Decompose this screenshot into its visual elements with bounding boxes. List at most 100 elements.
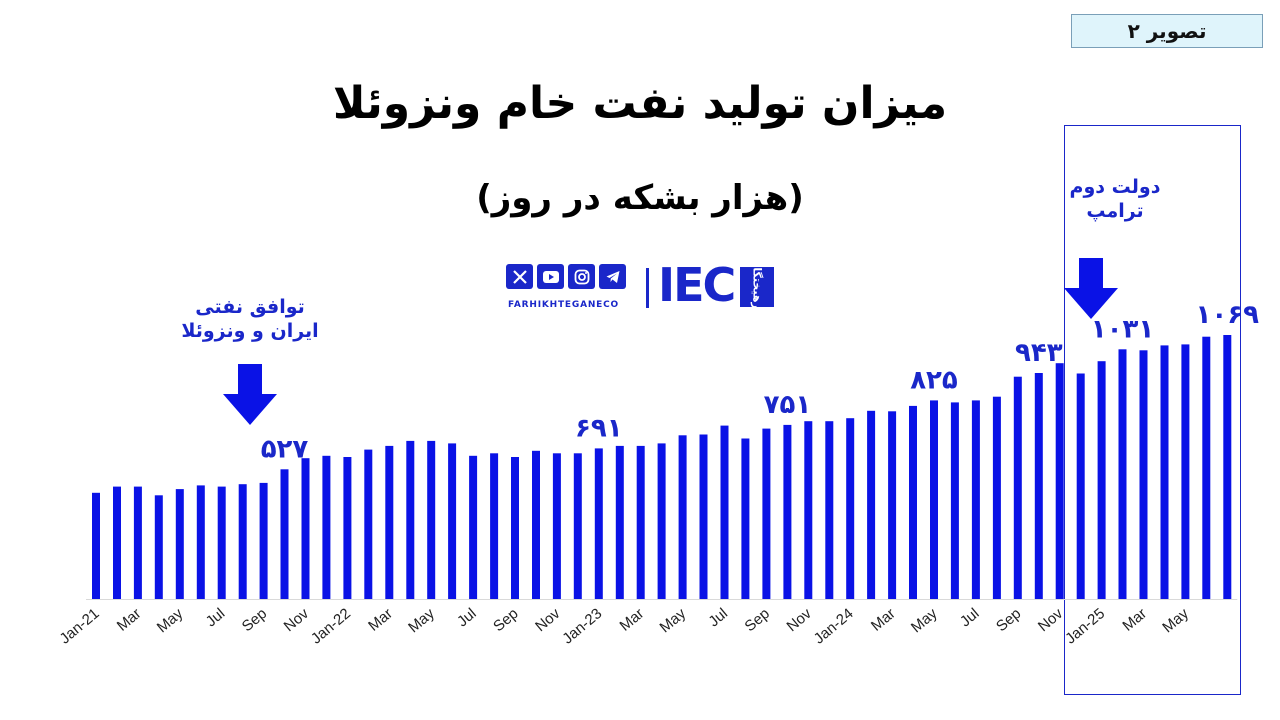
bar-Jan-24: [846, 418, 855, 599]
bar-Jul-24: [971, 400, 980, 599]
x-tick-label: Sep: [490, 605, 521, 635]
data-label: ۷۵۱: [764, 390, 812, 420]
bar-Nov-23: [804, 421, 813, 599]
chart-title: میزان تولید نفت خام ونزوئلا: [332, 78, 948, 129]
bar-May-22: [427, 440, 436, 599]
bar-Feb-25: [1118, 349, 1127, 599]
bar-Aug-24: [992, 396, 1001, 599]
data-label: ۶۹۱: [575, 413, 623, 443]
bar-Jul-22: [469, 455, 478, 599]
bar-Mar-22: [385, 445, 394, 599]
x-tick-label: Nov: [281, 605, 313, 635]
x-tick-label: Jul: [203, 605, 229, 630]
x-tick-label: Jul: [454, 605, 480, 630]
bar-Aug-21: [238, 484, 247, 599]
trump-period-box: [1064, 125, 1241, 695]
x-tick-label: Mar: [617, 605, 648, 635]
x-tick-label: May: [908, 605, 941, 637]
bar-May-23: [678, 435, 687, 599]
telegram-icon[interactable]: [599, 264, 626, 289]
x-tick-label: Jul: [957, 605, 983, 630]
bar-Sep-22: [511, 457, 519, 599]
bar-Oct-21: [280, 469, 289, 599]
bar-Dec-24: [1076, 373, 1085, 599]
bar-Nov-22: [552, 453, 561, 599]
x-tick-label: Mar: [1119, 605, 1150, 635]
chart-subtitle: (هزار بشکه در روز): [476, 178, 804, 218]
x-tick-label: Jan-22: [308, 605, 354, 648]
x-tick-label: Jan-25: [1062, 605, 1108, 648]
x-tick-label: Sep: [993, 605, 1024, 635]
brand-badge: فرهیختگان: [740, 258, 774, 316]
bar-Jun-21: [196, 485, 205, 599]
bar-Jul-21: [217, 486, 226, 599]
bar-Oct-23: [783, 424, 792, 599]
social-icons: [506, 264, 626, 289]
x-tick-label: Sep: [239, 605, 270, 635]
bar-Apr-22: [406, 440, 415, 599]
data-label: ۱۰۶۹: [1196, 300, 1260, 330]
x-tick-label: Mar: [365, 605, 396, 635]
x-tick-label: May: [1159, 605, 1192, 637]
bar-Jun-22: [448, 443, 457, 599]
brand-site: FARHIKHTEGANECO: [508, 300, 619, 310]
bar-Mar-25: [1139, 350, 1148, 599]
bar-Oct-24: [1034, 373, 1043, 599]
x-tick-label: Nov: [783, 605, 815, 635]
bar-Jan-25: [1097, 361, 1106, 599]
bar-Feb-21: [113, 486, 121, 599]
x-tick-label: Nov: [1035, 605, 1067, 635]
bar-Aug-22: [490, 453, 499, 599]
bar-Aug-23: [741, 438, 750, 599]
bar-Sep-24: [1013, 376, 1022, 599]
youtube-icon[interactable]: [537, 264, 564, 289]
x-tick-label: Mar: [868, 605, 899, 635]
arrow-down-icon: [1064, 258, 1118, 319]
bar-Apr-21: [154, 495, 163, 599]
figure-tag: تصویر ۲: [1071, 14, 1263, 48]
bar-May-24: [930, 400, 938, 599]
bar-Feb-24: [867, 410, 876, 599]
x-tick-label: Jan-21: [57, 605, 103, 648]
arrow-down-icon: [223, 364, 277, 425]
data-label: ۱۰۳۱: [1091, 314, 1154, 344]
bar-Jul-25: [1223, 335, 1232, 599]
bar-Dec-23: [825, 421, 834, 599]
bar-Oct-22: [532, 450, 540, 599]
bar-Jan-21: [92, 492, 100, 599]
x-tick-label: May: [657, 605, 690, 637]
bar-Jun-24: [950, 402, 959, 599]
instagram-icon[interactable]: [568, 264, 595, 289]
brand-divider: [646, 268, 649, 308]
x-tick-label: Sep: [742, 605, 773, 635]
bar-Nov-24: [1055, 363, 1064, 599]
bar-Sep-21: [259, 482, 268, 599]
bar-May-21: [175, 489, 184, 599]
bar-Sep-23: [762, 428, 771, 599]
annotation-deal: توافق نفتی ایران و ونزوئلا: [181, 296, 319, 342]
brand-iec: IEC: [658, 258, 736, 312]
x-icon[interactable]: [506, 264, 533, 289]
bar-Feb-23: [615, 445, 624, 599]
bar-Mar-21: [133, 486, 142, 599]
bar-Apr-23: [657, 443, 666, 599]
x-tick-label: Mar: [114, 605, 145, 635]
x-tick-label: Nov: [532, 605, 564, 635]
annotation-trump: دولت دوم ترامپ: [1069, 176, 1161, 222]
x-tick-label: May: [405, 605, 438, 637]
data-label: ۸۲۵: [910, 365, 958, 395]
bar-Nov-21: [301, 458, 310, 599]
bar-Jun-25: [1202, 336, 1211, 599]
bar-May-25: [1181, 344, 1190, 599]
bar-Jan-22: [343, 457, 352, 599]
bar-Dec-22: [573, 453, 582, 599]
bar-Mar-24: [888, 411, 897, 599]
x-tick-label: Jan-24: [811, 605, 857, 648]
bar-Jun-23: [699, 434, 708, 599]
x-tick-label: May: [154, 605, 187, 637]
bar-Feb-22: [364, 449, 373, 599]
data-label: ۹۴۳: [1015, 338, 1063, 368]
bar-Jan-23: [594, 448, 603, 599]
x-tick-label: Jan-23: [559, 605, 605, 648]
bar-Mar-23: [636, 445, 645, 599]
